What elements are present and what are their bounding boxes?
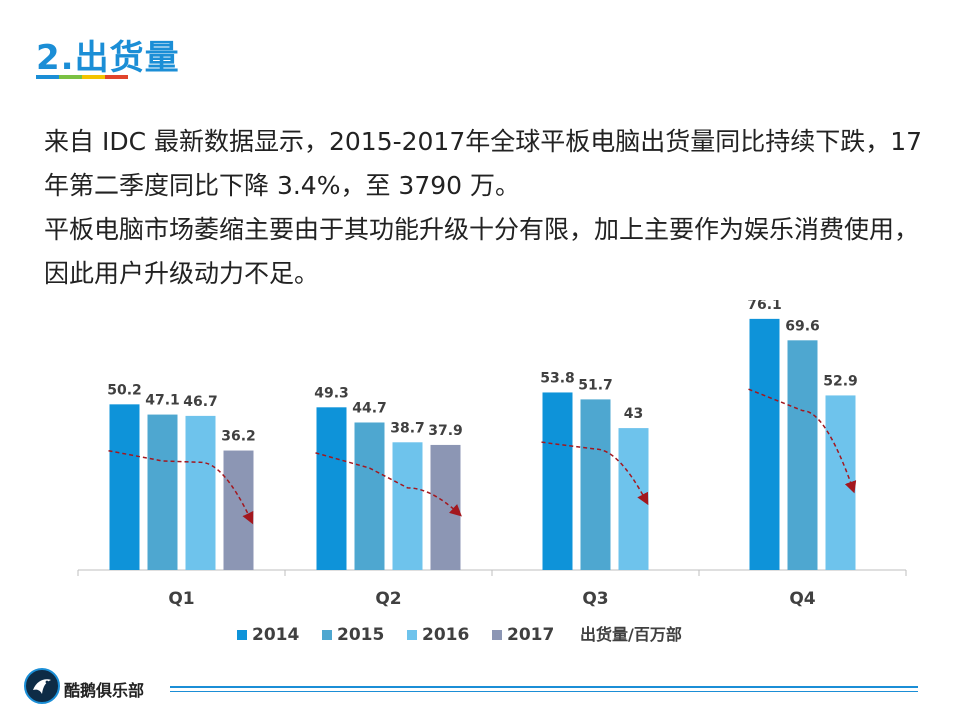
bar-q2-2017 xyxy=(430,444,461,570)
footer-divider-thin xyxy=(170,691,918,692)
footer-divider xyxy=(170,686,918,688)
data-label-q1-2016: 46.7 xyxy=(183,394,218,410)
paragraph-1: 来自 IDC 最新数据显示，2015-2017年全球平板电脑出货量同比持续下跌，… xyxy=(44,127,923,200)
club-logo-icon xyxy=(24,668,60,704)
bar-q1-2014 xyxy=(109,404,140,570)
bar-q1-2015 xyxy=(147,414,178,570)
bar-q1-2016 xyxy=(185,415,216,570)
legend-label-2014: 2014 xyxy=(252,625,299,645)
bar-q1-2017 xyxy=(223,450,254,570)
bar-q2-2016 xyxy=(392,442,423,570)
underline-segment-green xyxy=(59,75,82,79)
category-label-q4: Q4 xyxy=(789,589,815,609)
bar-q2-2014 xyxy=(316,407,347,570)
bar-q3-2015 xyxy=(580,399,611,570)
data-label-q2-2015: 44.7 xyxy=(352,400,387,416)
data-label-q4-2015: 69.6 xyxy=(785,318,820,334)
bar-q2-2015 xyxy=(354,422,385,570)
bar-q3-2016 xyxy=(618,428,649,570)
legend-swatch-2014 xyxy=(237,630,247,640)
trend-arrow-q4 xyxy=(748,388,857,494)
trend-arrow-q3 xyxy=(541,441,649,506)
data-label-q3-2014: 53.8 xyxy=(540,370,575,386)
legend-swatch-2015 xyxy=(322,630,332,640)
underline-segment-yellow xyxy=(82,75,105,79)
footer-brand: 酷鹅俱乐部 xyxy=(64,681,145,700)
data-label-q4-2016: 52.9 xyxy=(823,373,858,389)
legend-swatch-2016 xyxy=(407,630,417,640)
data-label-q4-2014: 76.1 xyxy=(747,300,782,313)
data-label-q1-2017: 36.2 xyxy=(221,429,256,445)
legend-swatch-2017 xyxy=(492,630,502,640)
category-label-q3: Q3 xyxy=(582,589,608,609)
data-label-q3-2016: 43 xyxy=(624,406,643,422)
data-label-q2-2016: 38.7 xyxy=(390,420,425,436)
trend-arrow-q1 xyxy=(108,449,254,525)
data-label-q2-2017: 37.9 xyxy=(428,423,463,439)
underline-segment-blue xyxy=(36,75,59,79)
data-label-q1-2014: 50.2 xyxy=(107,382,142,398)
shipment-bar-chart: 50.247.1 46.7 36.2 Q1 49.344.738.7 37.9 Q2 53.8… xyxy=(77,300,907,645)
bar-q4-2014 xyxy=(749,318,780,570)
data-label-q3-2015: 51.7 xyxy=(578,377,613,393)
legend-label-2015: 2015 xyxy=(337,625,384,645)
bar-q4-2015 xyxy=(787,340,818,570)
trend-arrow-q2 xyxy=(315,452,462,517)
body-text: 来自 IDC 最新数据显示，2015-2017年全球平板电脑出货量同比持续下跌，… xyxy=(44,120,924,296)
data-label-q2-2014: 49.3 xyxy=(314,385,349,401)
legend-label-2016: 2016 xyxy=(422,625,469,645)
page-title: 2.出货量 xyxy=(36,38,180,78)
paragraph-2: 平板电脑市场萎缩主要由于其功能升级十分有限，加上主要作为娱乐消费使用，因此用户升… xyxy=(44,215,920,288)
underline-segment-red xyxy=(105,75,128,79)
bar-q3-2014 xyxy=(542,392,573,570)
category-label-q2: Q2 xyxy=(375,589,401,609)
category-label-q1: Q1 xyxy=(168,589,194,609)
legend-label-2017: 2017 xyxy=(507,625,554,645)
title-underline xyxy=(36,75,128,79)
legend-note: 出货量/百万部 xyxy=(580,625,682,644)
data-label-q1-2015: 47.1 xyxy=(145,393,180,409)
